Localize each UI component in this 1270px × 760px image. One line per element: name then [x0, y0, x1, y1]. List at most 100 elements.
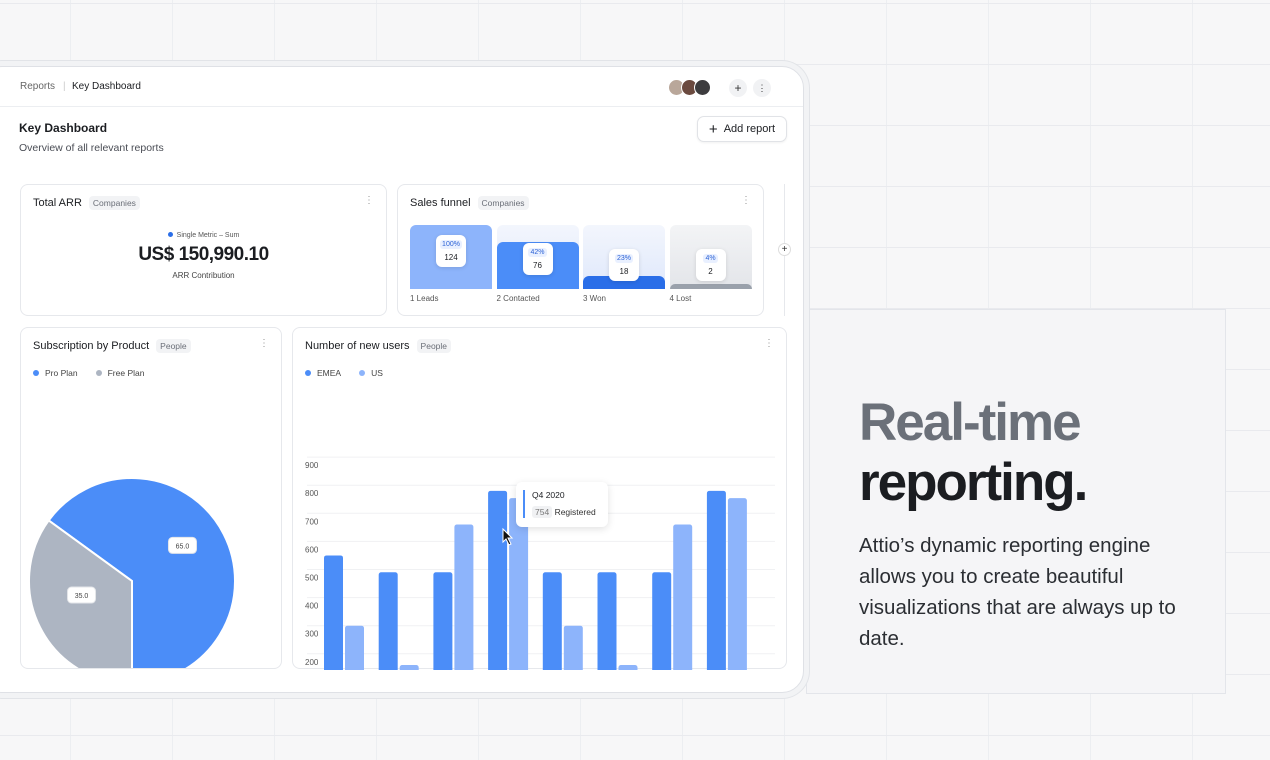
breadcrumb-separator: | [63, 81, 66, 92]
add-column-plus-icon[interactable]: + [778, 243, 791, 256]
funnel-label: 4 Lost [669, 294, 692, 303]
cursor-icon [502, 528, 514, 546]
breadcrumb-current[interactable]: Key Dashboard [72, 81, 141, 92]
bar-emea [652, 572, 672, 670]
funnel-badge: 23% 18 [609, 249, 639, 281]
chart-tooltip: Q4 2020 754 Registered [516, 482, 608, 527]
y-tick-label: 300 [305, 630, 319, 639]
funnel-stage[interactable]: 100% 124 [410, 225, 492, 289]
more-icon[interactable]: ⋮ [753, 79, 771, 97]
bar-chart: 100200300400500600700800900Q1 2020Q2 202… [305, 456, 775, 670]
people-chip[interactable]: People [416, 339, 452, 353]
pie-label: 65.0 [176, 543, 190, 550]
funnel-count: 2 [708, 267, 713, 276]
bar-emea [378, 572, 398, 670]
pie-label: 35.0 [75, 593, 89, 600]
pie-chart: 65.0 35.0 [28, 477, 236, 668]
avatar-group[interactable] [668, 79, 711, 96]
legend-free-plan: Free Plan [95, 368, 144, 378]
people-chip[interactable]: People [156, 339, 191, 353]
funnel-fill [669, 283, 752, 289]
y-tick-label: 700 [305, 517, 319, 526]
y-tick-label: 600 [305, 545, 319, 554]
funnel-count: 18 [619, 267, 629, 276]
bar-emea [706, 490, 726, 670]
card-title: Sales funnel [410, 197, 471, 209]
funnel-stage[interactable]: 4% 2 [669, 225, 752, 289]
y-tick-label: 500 [305, 574, 319, 583]
bar-us [618, 665, 638, 670]
tooltip-title: Q4 2020 [532, 490, 565, 500]
tooltip-value: 754 [532, 506, 553, 518]
add-report-label: Add report [723, 123, 776, 135]
hero-line-2: reporting. [859, 453, 1088, 512]
funnel-label: 2 Contacted [496, 294, 540, 303]
page-title: Key Dashboard [19, 121, 108, 135]
plus-icon[interactable]: + [729, 79, 747, 97]
pie-slice-pro-plan [47, 477, 236, 668]
funnel-label: 3 Won [583, 294, 606, 303]
metric-label-text: Single Metric – Sum [176, 232, 240, 239]
dashboard-window: Reports | Key Dashboard + ⋮ Key Dashboar… [0, 66, 804, 693]
plus-icon: + [708, 120, 718, 138]
more-icon[interactable]: ⋮ [259, 338, 269, 349]
funnel-percent: 4% [703, 254, 718, 263]
legend-dot [167, 232, 173, 237]
legend-emea: EMEA [305, 368, 341, 378]
funnel-count: 76 [533, 261, 542, 270]
bar-us [509, 498, 529, 670]
more-icon[interactable]: ⋮ [364, 195, 374, 206]
card-title: Number of new users [305, 340, 410, 352]
sales-funnel-card: Sales funnel Companies ⋮ 100% 124 1 Leads 42… [397, 184, 764, 316]
y-tick-label: 900 [305, 461, 319, 470]
more-icon[interactable]: ⋮ [741, 195, 751, 206]
funnel-badge: 42% 76 [522, 243, 553, 275]
funnel-badge: 100% 124 [436, 235, 466, 267]
y-tick-label: 800 [305, 489, 319, 498]
bar-us [673, 524, 693, 670]
companies-chip[interactable]: Companies [88, 196, 140, 210]
bar-us [727, 498, 747, 670]
bar-emea [597, 572, 617, 670]
bar-emea [324, 555, 343, 670]
bar-us [454, 524, 474, 670]
add-report-button[interactable]: + Add report [697, 116, 787, 142]
funnel-label: 1 Leads [410, 294, 439, 303]
top-bar: Reports | Key Dashboard + ⋮ [0, 67, 803, 107]
bar-emea [488, 490, 508, 670]
more-icon[interactable]: ⋮ [764, 338, 774, 349]
legend-pro-plan: Pro Plan [33, 368, 78, 378]
metric-value: US$ 150,990.10 [138, 244, 269, 265]
hero-description: Attio’s dynamic reporting engine allows … [859, 534, 1176, 650]
bar-us [345, 625, 364, 670]
metric-caption: ARR Contribution [172, 271, 235, 280]
funnel-count: 124 [444, 253, 458, 262]
breadcrumb-reports[interactable]: Reports [20, 81, 56, 92]
funnel-stage[interactable]: 42% 76 [496, 225, 579, 289]
bar-emea [542, 572, 562, 670]
bar-emea [433, 572, 453, 670]
y-tick-label: 400 [305, 602, 319, 611]
y-tick-label: 200 [305, 658, 319, 667]
legend-us: US [359, 368, 383, 378]
funnel-percent: 100% [440, 240, 462, 249]
metric-label: Single Metric – Sum [21, 232, 386, 239]
avatar[interactable] [694, 79, 711, 96]
pie-label-box [167, 536, 197, 554]
background-panel [806, 309, 1226, 694]
card-title: Subscription by Product [33, 340, 150, 352]
funnel-stage[interactable]: 23% 18 [583, 225, 665, 289]
bar-us [399, 665, 419, 670]
page-subtitle: Overview of all relevant reports [19, 142, 164, 154]
total-arr-card: Total ARR Companies ⋮ Single Metric – Sum… [20, 184, 387, 316]
subscription-card: Subscription by Product People ⋮ Pro Plan… [20, 327, 282, 669]
card-title: Total ARR [33, 197, 82, 209]
pie-label-box [67, 586, 97, 604]
bar-us [563, 625, 583, 670]
hero-line-1: Real-time [859, 393, 1082, 452]
funnel-percent: 42% [528, 248, 547, 257]
companies-chip[interactable]: Companies [477, 196, 529, 210]
funnel-fill [583, 276, 665, 289]
funnel-badge: 4% 2 [695, 249, 726, 281]
